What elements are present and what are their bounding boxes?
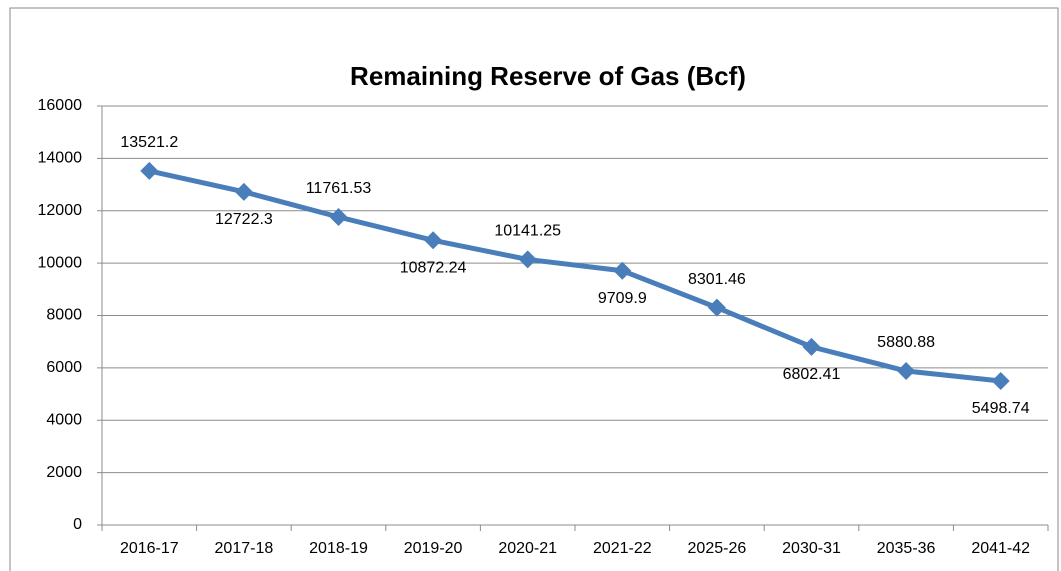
data-point [802, 337, 821, 356]
data-point [140, 161, 159, 180]
y-tick-label: 14000 [38, 150, 83, 167]
data-point [424, 231, 443, 250]
x-tick-label: 2035-36 [877, 540, 936, 557]
data-point [897, 361, 916, 380]
x-tick-label: 2025-26 [688, 540, 747, 557]
y-tick-label: 6000 [46, 359, 82, 376]
y-tick-label: 0 [73, 516, 82, 533]
x-tick-label: 2019-20 [404, 540, 463, 557]
data-label: 13521.2 [120, 134, 178, 151]
data-point [329, 207, 348, 226]
x-tick-label: 2020-21 [498, 540, 557, 557]
data-point [613, 261, 632, 280]
x-tick-label: 2030-31 [782, 540, 841, 557]
data-label: 10872.24 [400, 260, 467, 277]
data-point [518, 250, 537, 269]
y-tick-label: 2000 [46, 464, 82, 481]
chart-frame [9, 7, 1059, 571]
data-label: 9709.9 [598, 290, 647, 307]
x-tick-label: 2041-42 [971, 540, 1030, 557]
y-tick-label: 12000 [38, 202, 83, 219]
data-label: 8301.46 [688, 271, 746, 288]
data-label: 5498.74 [972, 400, 1030, 417]
data-label: 11761.53 [306, 180, 372, 197]
x-tick-label: 2016-17 [120, 540, 179, 557]
data-point [991, 372, 1010, 391]
chart-title: Remaining Reserve of Gas (Bcf) [350, 61, 746, 91]
data-label: 5880.88 [877, 334, 935, 351]
data-label: 10141.25 [494, 223, 561, 240]
x-tick-label: 2018-19 [309, 540, 368, 557]
y-tick-label: 4000 [46, 411, 82, 428]
data-label: 12722.3 [215, 211, 273, 228]
y-tick-label: 16000 [38, 97, 83, 114]
y-tick-label: 8000 [46, 307, 82, 324]
series-line [148, 168, 1001, 384]
x-tick-label: 2017-18 [215, 540, 274, 557]
data-point [707, 298, 726, 317]
data-label: 6802.41 [783, 366, 841, 383]
y-tick-label: 10000 [38, 254, 83, 271]
data-point [234, 182, 253, 201]
x-tick-label: 2021-22 [593, 540, 652, 557]
